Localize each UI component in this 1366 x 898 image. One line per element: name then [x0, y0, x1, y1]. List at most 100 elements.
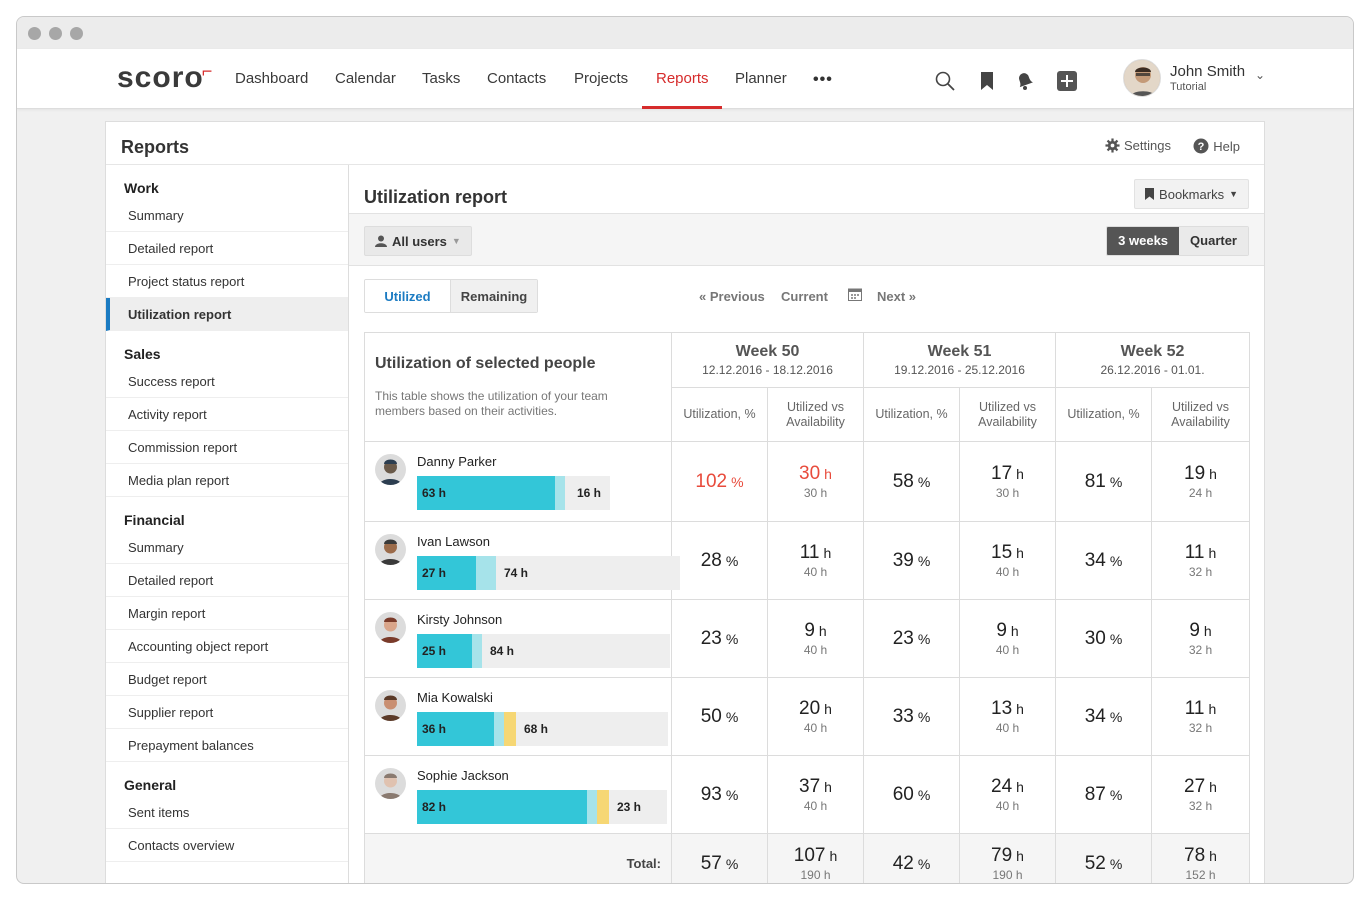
reports-card: Reports Settings ? Help Work Summary Det… [105, 121, 1265, 883]
current-link[interactable]: Current [781, 289, 828, 304]
utilization-cell: 93% [671, 755, 768, 834]
person-name[interactable]: Sophie Jackson [417, 768, 509, 783]
tab-utilized[interactable]: Utilized [365, 280, 451, 312]
window-close-dot[interactable] [28, 26, 41, 40]
all-users-dropdown[interactable]: All users ▼ [364, 226, 472, 256]
bar-light-segment [472, 634, 482, 668]
range-quarter-button[interactable]: Quarter [1179, 227, 1248, 255]
person-name[interactable]: Mia Kowalski [417, 690, 493, 705]
week-dates: 26.12.2016 - 01.01. [1100, 363, 1205, 377]
table-row[interactable]: Danny Parker 63 h 16 h 102% 30 h 30 h 58% 17 h 3… [364, 441, 1250, 522]
bar-yellow-segment [597, 790, 609, 824]
help-link[interactable]: ? Help [1193, 138, 1240, 154]
table-row[interactable]: Kirsty Johnson 25 h 84 h 23% 9 h 40 h 23% 9 h 40… [364, 599, 1250, 678]
table-intro-title: Utilization of selected people [375, 355, 596, 372]
user-menu[interactable]: John Smith Tutorial ⌄ [1123, 59, 1265, 97]
column-header-utilized-vs-availability[interactable]: Utilized vs Availability [1151, 387, 1250, 442]
sidebar-item-work-detailed-report[interactable]: Detailed report [106, 232, 348, 265]
nav-projects[interactable]: Projects [574, 70, 629, 87]
utilized-vs-availability-cell: 11 h 32 h [1151, 521, 1250, 600]
nav-planner[interactable]: Planner [735, 70, 787, 87]
column-header-utilization[interactable]: Utilization, % [1055, 387, 1152, 442]
bar-utilized-segment: 63 h [417, 476, 555, 510]
utilized-vs-availability-cell: 24 h 40 h [959, 755, 1056, 834]
window-maximize-dot[interactable] [70, 26, 83, 40]
utilization-bar: 36 h 68 h [417, 712, 668, 746]
avatar [375, 454, 406, 485]
utilization-cell: 30% [1055, 599, 1152, 678]
bar-light-segment [494, 712, 504, 746]
table-row[interactable]: Ivan Lawson 27 h 74 h 28% 11 h 40 h 39% 15 h 40 … [364, 521, 1250, 600]
utilization-bar: 82 h 23 h [417, 790, 667, 824]
sidebar-item-work-summary[interactable]: Summary [106, 199, 348, 232]
notifications-bell-icon[interactable] [1015, 71, 1035, 91]
next-link[interactable]: Next » [877, 289, 917, 304]
sidebar-item-contacts-overview[interactable]: Contacts overview [106, 829, 348, 862]
sidebar-item-budget-report[interactable]: Budget report [106, 663, 348, 696]
settings-link[interactable]: Settings [1105, 138, 1171, 153]
person-name[interactable]: Ivan Lawson [417, 534, 490, 549]
bar-yellow-segment [504, 712, 516, 746]
sidebar-item-financial-detailed-report[interactable]: Detailed report [106, 564, 348, 597]
table-intro: Utilization of selected people This tabl… [364, 332, 672, 442]
sidebar-item-commission-report[interactable]: Commission report [106, 431, 348, 464]
sidebar-item-financial-summary[interactable]: Summary [106, 531, 348, 564]
week-label: Week 50 [735, 343, 800, 360]
table-row[interactable]: Sophie Jackson 82 h 23 h 93% 37 h 40 h 60% 24 h… [364, 755, 1250, 834]
sidebar-item-activity-report[interactable]: Activity report [106, 398, 348, 431]
window-minimize-dot[interactable] [49, 26, 62, 40]
sidebar-item-margin-report[interactable]: Margin report [106, 597, 348, 630]
utilization-cell: 23% [671, 599, 768, 678]
nav-contacts[interactable]: Contacts [487, 70, 547, 87]
sidebar-item-accounting-object-report[interactable]: Accounting object report [106, 630, 348, 663]
column-header-utilization[interactable]: Utilization, % [671, 387, 768, 442]
scoro-logo[interactable]: scoro⌐ [117, 61, 214, 94]
total-label: Total: [364, 833, 672, 883]
bar-light-segment [476, 556, 496, 590]
user-role: Tutorial [1170, 81, 1207, 93]
bookmarks-dropdown[interactable]: Bookmarks ▼ [1134, 179, 1249, 209]
nav-more-button[interactable]: ••• [813, 71, 833, 88]
sidebar-item-project-status-report[interactable]: Project status report [106, 265, 348, 298]
nav-dashboard[interactable]: Dashboard [235, 70, 309, 87]
column-header-utilization[interactable]: Utilization, % [863, 387, 960, 442]
utilized-vs-availability-cell: 30 h 30 h [767, 441, 864, 522]
tab-remaining[interactable]: Remaining [451, 280, 537, 312]
add-new-icon[interactable] [1057, 71, 1077, 91]
active-tab-underline [642, 106, 722, 109]
utilized-vs-availability-cell: 9 h 40 h [959, 599, 1056, 678]
nav-calendar[interactable]: Calendar [335, 70, 396, 87]
person-name[interactable]: Kirsty Johnson [417, 612, 503, 627]
page-title: Reports [121, 137, 190, 157]
sidebar-item-media-plan-report[interactable]: Media plan report [106, 464, 348, 497]
bar-utilized-segment: 27 h [417, 556, 476, 590]
range-3-weeks-button[interactable]: 3 weeks [1107, 227, 1180, 255]
sidebar-item-sent-items[interactable]: Sent items [106, 796, 348, 829]
search-icon[interactable] [935, 71, 955, 91]
column-header-utilized-vs-availability[interactable]: Utilized vs Availability [959, 387, 1056, 442]
avatar [375, 768, 406, 799]
utilization-cell: 87% [1055, 755, 1152, 834]
sidebar-item-prepayment-balances[interactable]: Prepayment balances [106, 729, 348, 762]
gear-icon [1105, 138, 1120, 153]
nav-tasks[interactable]: Tasks [422, 70, 461, 87]
bar-light-segment [555, 476, 565, 510]
bookmark-icon [1145, 188, 1155, 200]
sidebar-item-utilization-report[interactable]: Utilization report [106, 298, 348, 331]
table-row[interactable]: Mia Kowalski 36 h 68 h 50% 20 h 40 h 33% 13 h 40… [364, 677, 1250, 756]
total-utilization-cell: 42% [863, 833, 960, 883]
nav-reports[interactable]: Reports [656, 70, 709, 87]
bar-remaining-segment: 74 h [504, 566, 529, 580]
utilization-cell: 23% [863, 599, 960, 678]
sidebar-item-success-report[interactable]: Success report [106, 365, 348, 398]
avatar [375, 612, 406, 643]
filter-bar: All users ▼ 3 weeks Quarter [349, 213, 1264, 266]
previous-link[interactable]: « Previous [699, 289, 765, 304]
utilization-cell: 34% [1055, 521, 1152, 600]
bookmark-icon[interactable] [977, 71, 997, 91]
sidebar-item-supplier-report[interactable]: Supplier report [106, 696, 348, 729]
utilization-cell: 28% [671, 521, 768, 600]
calendar-icon[interactable] [848, 287, 862, 301]
person-name[interactable]: Danny Parker [417, 454, 497, 469]
column-header-utilized-vs-availability[interactable]: Utilized vs Availability [767, 387, 864, 442]
